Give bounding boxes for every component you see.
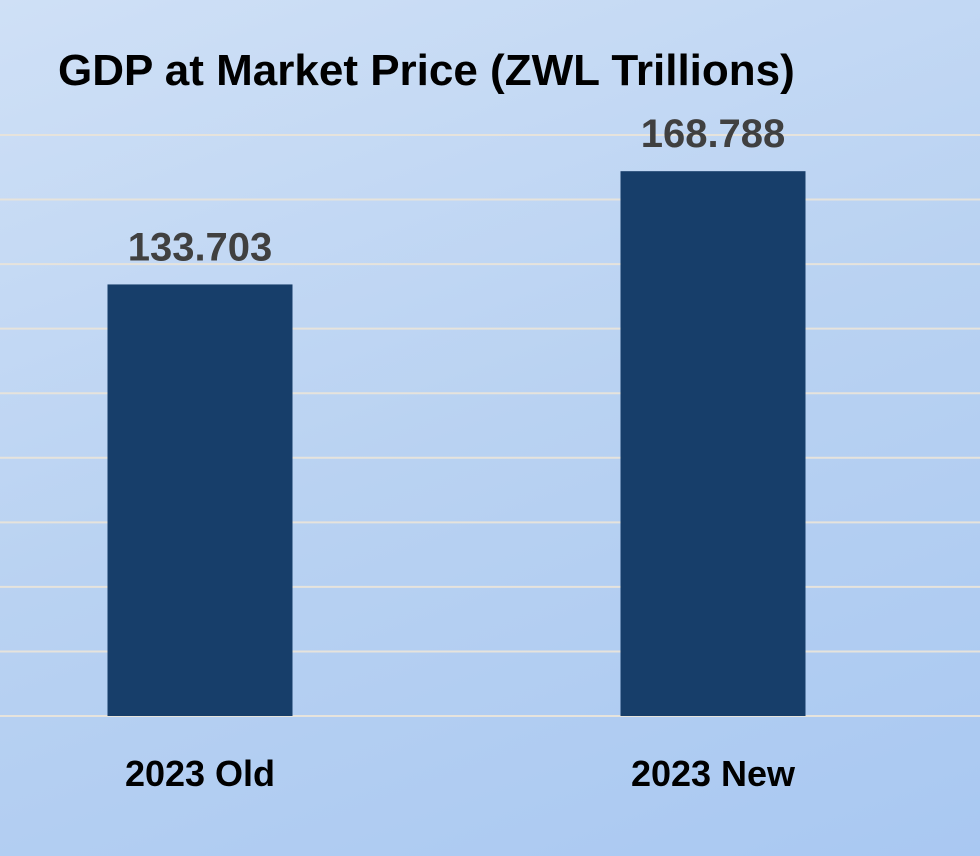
category-label: 2023 Old — [125, 753, 275, 794]
bar — [107, 284, 293, 716]
data-label: 133.703 — [128, 225, 273, 269]
chart-title: GDP at Market Price (ZWL Trillions) — [58, 46, 795, 95]
data-label: 168.788 — [641, 112, 786, 156]
bar — [620, 171, 806, 717]
category-label: 2023 New — [631, 753, 796, 794]
